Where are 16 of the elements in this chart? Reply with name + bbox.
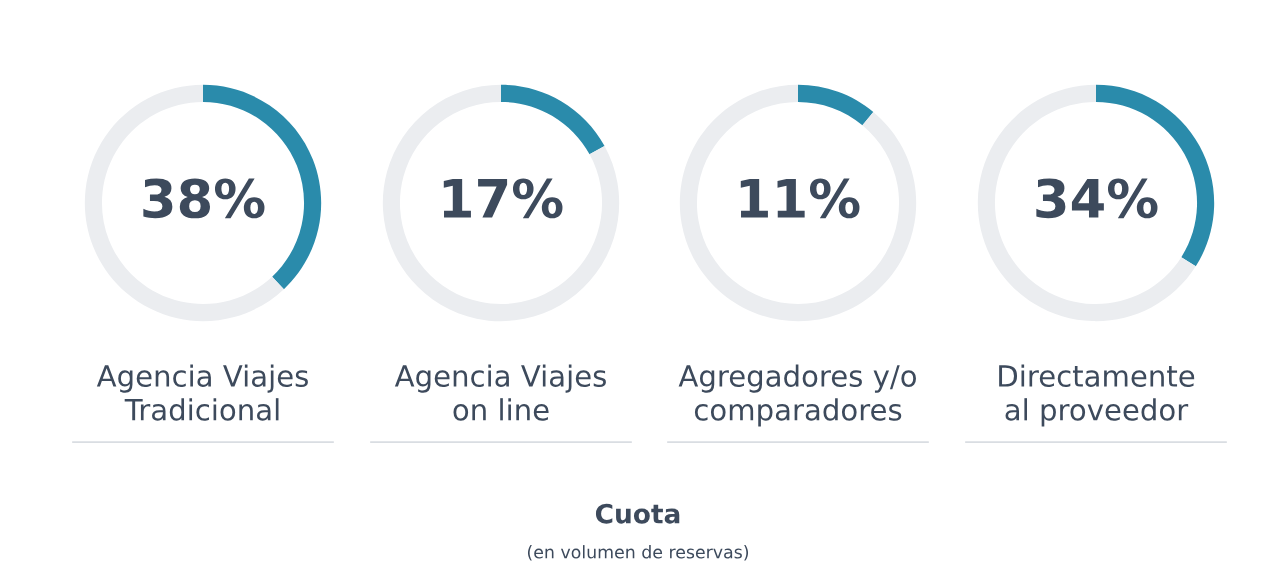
text: Agregadores y/o comparadores	[678, 364, 916, 427]
donut-slice	[382, 84, 620, 322]
donut-slice	[679, 84, 917, 322]
text: (en volumen de reservas)	[527, 545, 749, 561]
donut-slice	[798, 84, 874, 126]
data-label: 11%	[740, 178, 860, 219]
text: Directamente al proveedor	[999, 364, 1195, 427]
data-label: 38%	[143, 178, 265, 219]
donut-slice	[501, 84, 605, 155]
text: Cuota	[595, 503, 680, 524]
text: Agencia Viajes Tradicional	[96, 364, 308, 421]
donut-slice	[84, 84, 284, 322]
data-label: 17%	[443, 178, 563, 219]
text: Agencia Viajes on line	[394, 364, 606, 421]
donut-slice	[977, 84, 1196, 322]
data-label: 34%	[1036, 178, 1158, 219]
